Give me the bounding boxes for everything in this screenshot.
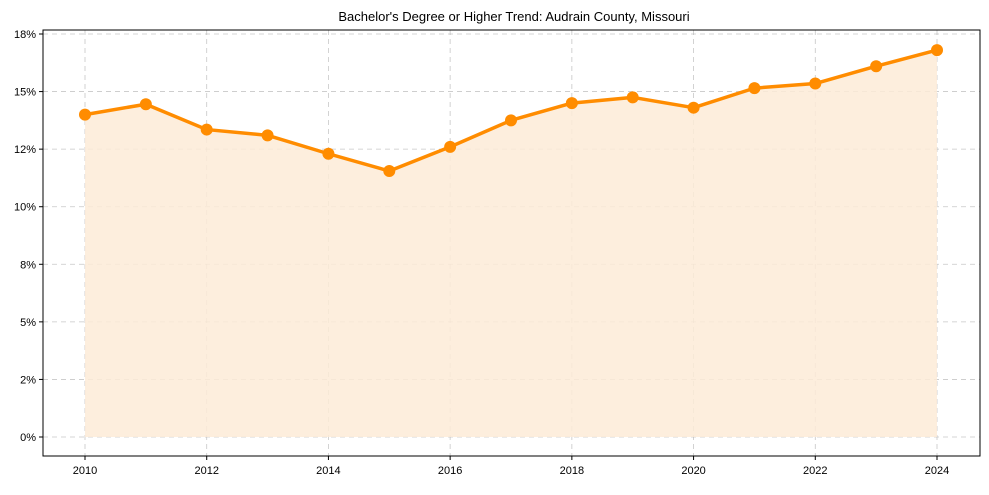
data-point-marker [870, 60, 883, 73]
data-point-marker [687, 101, 700, 114]
data-point-marker [505, 114, 517, 127]
data-point-marker [931, 44, 943, 57]
data-point-marker [626, 91, 639, 104]
x-tick-label: 2024 [925, 465, 949, 477]
y-tick-label: 10% [14, 202, 36, 214]
y-tick-label: 8% [20, 259, 36, 271]
y-tick-label: 5% [20, 317, 36, 329]
y-tick-label: 15% [14, 87, 36, 99]
data-point-marker [261, 129, 274, 142]
plot-frame [42, 29, 981, 457]
data-point-marker [444, 140, 457, 153]
y-axis: 0% 2% 5% 8% 10% 12% 15% 18% [14, 29, 43, 444]
data-point-marker [200, 123, 213, 136]
x-axis: 2010 2012 2014 2016 2018 2020 2022 2024 [73, 456, 949, 477]
chart-title: Bachelor's Degree or Higher Trend: Audra… [338, 9, 689, 24]
data-point-marker [79, 108, 91, 121]
data-point-marker [809, 77, 822, 90]
y-tick-label: 2% [20, 374, 36, 386]
data-points [79, 44, 943, 178]
x-tick-label: 2010 [73, 465, 97, 477]
x-tick-label: 2012 [194, 465, 218, 477]
data-point-marker [139, 98, 152, 111]
x-tick-label: 2014 [316, 465, 340, 477]
x-tick-label: 2022 [803, 465, 827, 477]
x-tick-label: 2020 [681, 465, 705, 477]
data-point-marker [565, 97, 578, 110]
y-tick-label: 12% [14, 144, 36, 156]
y-tick-label: 18% [14, 29, 36, 41]
data-point-marker [322, 147, 335, 160]
data-point-marker [383, 165, 396, 178]
x-tick-label: 2018 [560, 465, 584, 477]
data-point-marker [748, 82, 761, 95]
x-tick-label: 2016 [438, 465, 462, 477]
area-fill [85, 50, 937, 438]
area-path [85, 50, 937, 438]
y-tick-label: 0% [20, 432, 36, 444]
